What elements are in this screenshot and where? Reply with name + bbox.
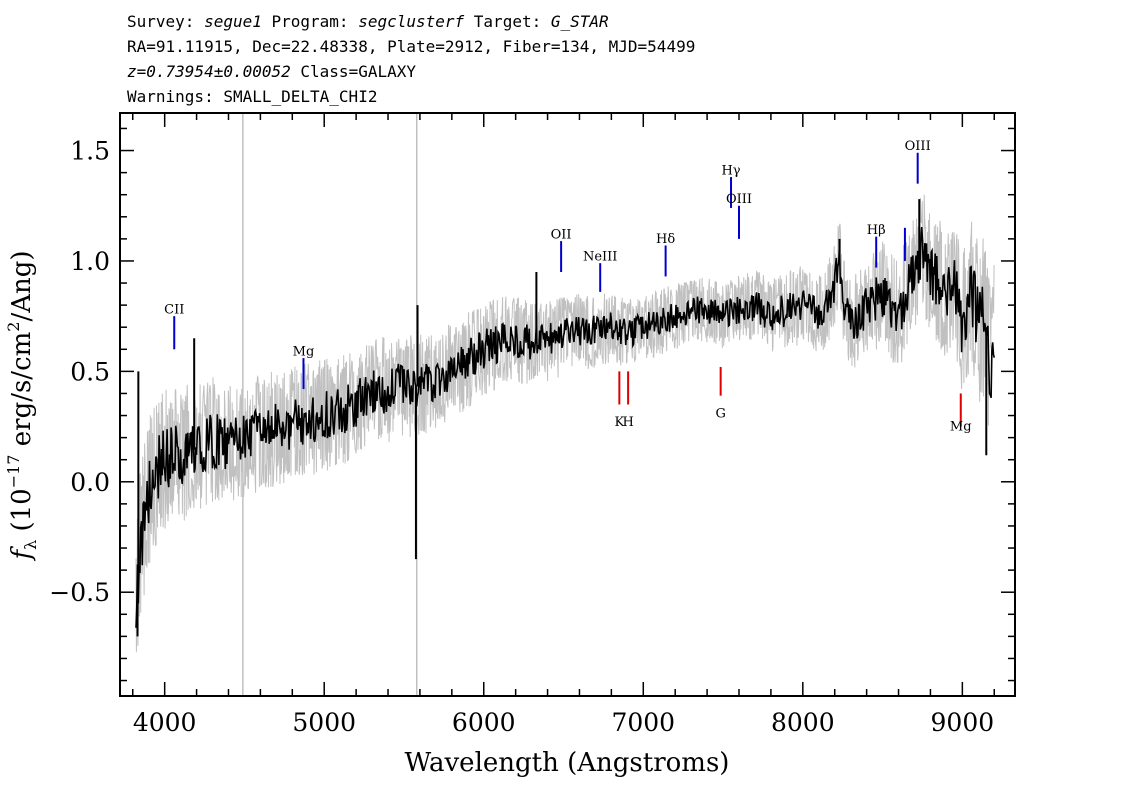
y-axis-title-sub: λ	[21, 540, 40, 550]
header-line-3: z=0.73954±0.00052 Class=GALAXY	[127, 62, 416, 81]
x-tick-label: 7000	[611, 708, 675, 737]
y-axis-title-unit: erg/s/cm	[7, 332, 37, 455]
line-label-7: Hβ	[867, 223, 886, 238]
target-label: Target:	[464, 12, 551, 31]
y-tick-label: −0.5	[49, 578, 110, 607]
line-label-3: NeIII	[583, 250, 617, 265]
y-tick-label: 0.5	[70, 357, 110, 386]
flux-series	[135, 227, 996, 628]
line-label-6: OIII	[726, 192, 752, 207]
target-value: G_STAR	[551, 12, 609, 31]
class-value: Class=GALAXY	[291, 62, 417, 81]
program-label: Program:	[262, 12, 358, 31]
header-line-4: Warnings: SMALL_DELTA_CHI2	[127, 87, 377, 106]
x-tick-label: 6000	[452, 708, 516, 737]
line-label-4: Hδ	[656, 232, 675, 247]
x-tick-label: 8000	[771, 708, 835, 737]
x-tick-label: 9000	[931, 708, 995, 737]
plot-frame	[119, 112, 1016, 697]
y-axis-title-exp: −17	[4, 455, 23, 489]
line-label-0: CII	[164, 303, 184, 318]
line-label-13: Mg	[950, 420, 972, 435]
line-label-11: H	[622, 415, 633, 430]
line-label-2: OII	[551, 227, 572, 242]
y-axis-title-exp2: 2	[4, 322, 23, 332]
y-axis-title-tail: /Ang)	[7, 250, 37, 321]
redshift-value: z=0.73954±0.00052	[127, 62, 291, 81]
line-label-12: G	[715, 406, 725, 421]
x-axis-title: Wavelength (Angstroms)	[405, 748, 730, 778]
header: Survey: segue1 Program: segclusterf Targ…	[127, 12, 695, 106]
axis-ticks	[120, 113, 1015, 696]
y-axis-title: fλ (10−17 erg/s/cm2/Ang)	[4, 250, 40, 561]
line-label-1: Mg	[293, 345, 315, 360]
survey-label: Survey:	[127, 12, 204, 31]
x-tick-label: 5000	[292, 708, 356, 737]
line-label-5: Hγ	[721, 163, 740, 178]
line-label-8: OIII	[905, 139, 931, 154]
x-tick-label: 4000	[133, 708, 197, 737]
y-tick-label: 1.0	[70, 247, 110, 276]
line-label-10: K	[614, 415, 624, 430]
spike-layer	[136, 199, 988, 637]
flux-layer	[135, 227, 996, 628]
tick-labels: 4000 5000 6000 7000 8000 9000 −0.5 0.0 0.5 1.0 1.5	[49, 137, 994, 737]
y-tick-label: 0.0	[70, 468, 110, 497]
error-layer	[135, 194, 995, 653]
header-line-1: Survey: segue1 Program: segclusterf Targ…	[127, 12, 609, 31]
program-value: segclusterf	[358, 12, 464, 31]
header-line-2: RA=91.11915, Dec=22.48338, Plate=2912, F…	[127, 37, 695, 56]
y-tick-label: 1.5	[70, 137, 110, 166]
error-series	[135, 194, 995, 653]
line-annotation-layer: CII Mg OII NeIII Hδ Hγ OIII Hβ OIII KH G Mg	[164, 139, 971, 434]
survey-value: segue1	[204, 12, 262, 31]
y-axis-title-open: (10	[7, 488, 37, 540]
